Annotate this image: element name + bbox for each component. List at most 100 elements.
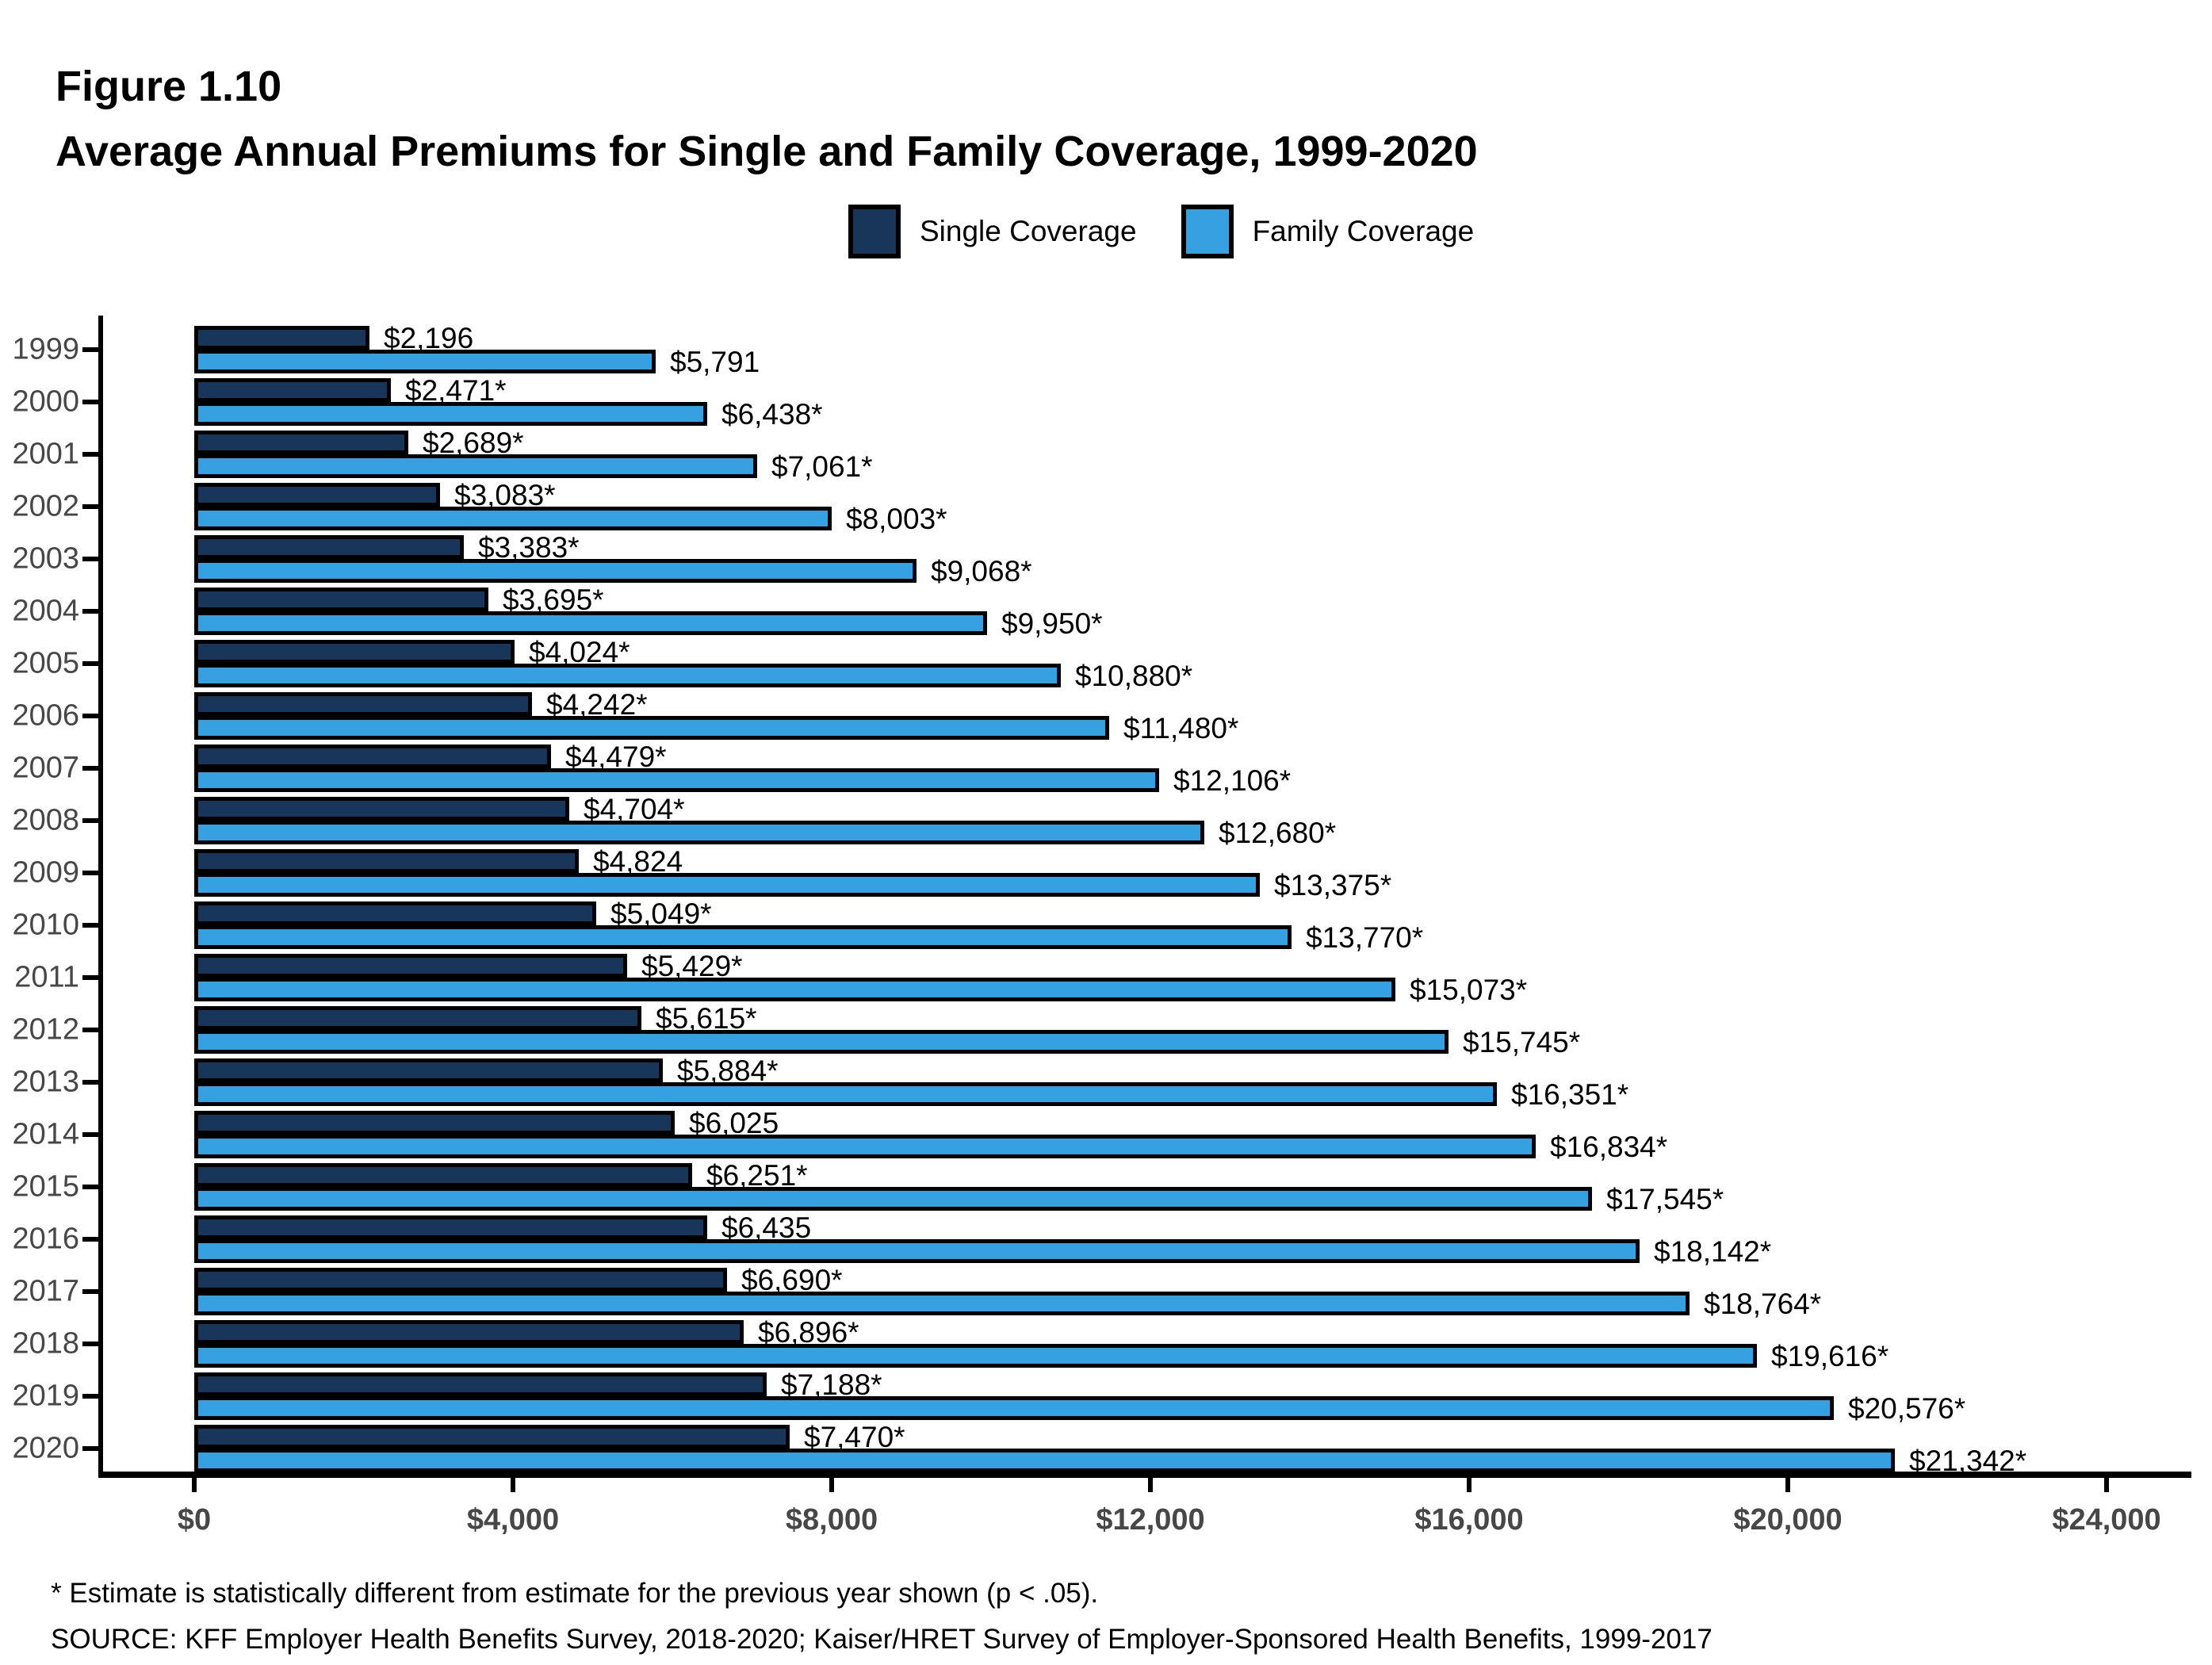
family-coverage-bar-2006 [194, 716, 1109, 740]
x-axis-spine [98, 1472, 2191, 1478]
family-coverage-bar-2017 [194, 1292, 1690, 1315]
family-coverage-value-2004: $9,950* [1001, 607, 1103, 640]
single-coverage-bar-2006 [194, 692, 532, 716]
single-coverage-value-2000: $2,471* [405, 374, 507, 407]
family-coverage-bar-2003 [194, 559, 917, 583]
family-coverage-bar-2004 [194, 611, 987, 635]
family-coverage-value-2002: $8,003* [846, 503, 947, 535]
single-coverage-value-2006: $4,242* [546, 688, 648, 721]
single-coverage-bar-2003 [194, 535, 464, 559]
family-coverage-value-2017: $18,764* [1704, 1288, 1822, 1320]
family-coverage-bar-1999 [194, 350, 656, 373]
year-label-2005: 2005 [12, 646, 79, 680]
single-coverage-value-2019: $7,188* [781, 1368, 882, 1401]
year-label-2014: 2014 [12, 1117, 79, 1151]
x-tick-label-12000: $12,000 [1096, 1503, 1205, 1537]
x-tick-label-8000: $8,000 [785, 1503, 878, 1537]
year-tick-2005 [82, 661, 98, 666]
single-coverage-bar-2013 [194, 1058, 663, 1082]
year-label-2018: 2018 [12, 1326, 79, 1361]
family-coverage-bar-2009 [194, 873, 1260, 897]
family-coverage-bar-2012 [194, 1030, 1449, 1054]
year-label-2011: 2011 [14, 960, 79, 994]
single-coverage-bar-1999 [194, 326, 369, 350]
legend-label: Single Coverage [920, 215, 1137, 247]
family-coverage-bar-2015 [194, 1187, 1592, 1211]
family-coverage-value-2003: $9,068* [931, 555, 1032, 588]
year-label-2020: 2020 [12, 1431, 79, 1465]
single-coverage-value-2004: $3,695* [503, 584, 604, 616]
year-label-2010: 2010 [12, 908, 79, 942]
legend-item-family-coverage: Family Coverage [1181, 205, 1474, 258]
x-tick-label-4000: $4,000 [466, 1503, 560, 1537]
year-tick-2019 [82, 1394, 98, 1399]
family-coverage-bar-2001 [194, 454, 757, 478]
family-coverage-bar-2019 [194, 1396, 1834, 1420]
family-coverage-bar-2018 [194, 1344, 1757, 1368]
family-coverage-bar-2020 [194, 1449, 1895, 1472]
x-tick-16000 [1467, 1478, 1471, 1492]
year-label-2012: 2012 [12, 1012, 79, 1047]
single-coverage-value-2017: $6,690* [741, 1264, 843, 1296]
single-coverage-bar-2000 [194, 378, 391, 402]
single-coverage-value-2013: $5,884* [677, 1054, 779, 1087]
single-coverage-bar-2018 [194, 1320, 744, 1344]
single-coverage-value-2018: $6,896* [758, 1316, 859, 1349]
family-coverage-value-1999: $5,791 [670, 346, 760, 378]
year-label-2016: 2016 [12, 1222, 79, 1256]
year-label-2000: 2000 [12, 385, 79, 419]
legend-swatch-icon [1181, 205, 1234, 258]
single-coverage-bar-2004 [194, 588, 488, 611]
single-coverage-bar-2005 [194, 640, 515, 664]
single-coverage-bar-2010 [194, 901, 596, 925]
year-label-2017: 2017 [12, 1274, 79, 1308]
x-tick-label-0: $0 [177, 1503, 212, 1537]
family-coverage-bar-2008 [194, 821, 1204, 844]
year-tick-2018 [82, 1342, 98, 1346]
x-tick-0 [192, 1478, 197, 1492]
single-coverage-value-2011: $5,429* [641, 950, 743, 982]
family-coverage-value-2016: $18,142* [1654, 1235, 1772, 1268]
single-coverage-value-2008: $4,704* [584, 793, 685, 825]
family-coverage-value-2015: $17,545* [1606, 1183, 1724, 1215]
legend-item-single-coverage: Single Coverage [848, 205, 1137, 258]
year-label-2013: 2013 [12, 1065, 79, 1099]
single-coverage-value-2002: $3,083* [454, 479, 556, 511]
year-tick-2009 [82, 871, 98, 875]
family-coverage-value-2010: $13,770* [1306, 921, 1424, 954]
year-tick-2013 [82, 1080, 98, 1085]
single-coverage-value-2015: $6,251* [706, 1159, 808, 1192]
year-label-2003: 2003 [12, 542, 79, 576]
x-tick-label-20000: $20,000 [1733, 1503, 1843, 1537]
family-coverage-value-2011: $15,073* [1410, 974, 1528, 1006]
y-axis-spine [98, 316, 103, 1478]
family-coverage-bar-2016 [194, 1239, 1640, 1263]
year-tick-2010 [82, 923, 98, 928]
x-tick-label-24000: $24,000 [2052, 1503, 2161, 1537]
single-coverage-value-2016: $6,435 [721, 1211, 812, 1244]
x-tick-label-16000: $16,000 [1414, 1503, 1524, 1537]
family-coverage-value-2007: $12,106* [1173, 764, 1292, 797]
year-label-2007: 2007 [12, 751, 79, 785]
family-coverage-bar-2007 [194, 768, 1159, 792]
year-label-2009: 2009 [12, 855, 79, 890]
single-coverage-bar-2001 [194, 431, 408, 454]
year-tick-1999 [82, 347, 98, 352]
year-label-2019: 2019 [12, 1379, 79, 1413]
single-coverage-bar-2011 [194, 954, 627, 978]
year-tick-2014 [82, 1132, 98, 1137]
single-coverage-value-2010: $5,049* [610, 898, 712, 930]
year-tick-2000 [82, 400, 98, 404]
single-coverage-bar-2002 [194, 483, 440, 507]
x-tick-12000 [1148, 1478, 1153, 1492]
figure-title: Average Annual Premiums for Single and F… [55, 128, 1478, 175]
family-coverage-value-2019: $20,576* [1848, 1392, 1966, 1425]
legend-swatch-icon [848, 205, 901, 258]
family-coverage-value-2009: $13,375* [1274, 869, 1392, 901]
single-coverage-value-2020: $7,470* [804, 1421, 905, 1453]
single-coverage-bar-2019 [194, 1372, 767, 1396]
family-coverage-value-2013: $16,351* [1511, 1078, 1629, 1111]
single-coverage-value-2001: $2,689* [423, 427, 524, 459]
year-tick-2001 [82, 452, 98, 457]
